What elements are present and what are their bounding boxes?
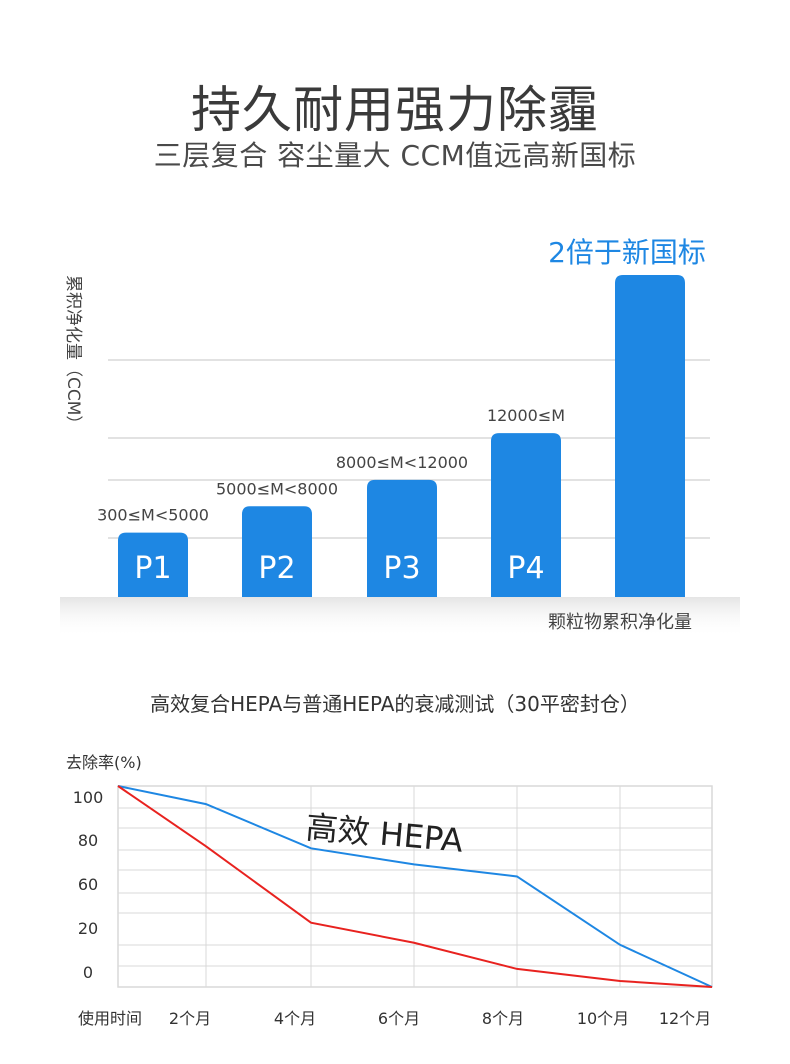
line-y-label: 去除率(%) [66,753,142,772]
line-y-tick: 80 [78,831,98,850]
bar-category-label: P2 [258,551,295,586]
line-y-tick: 100 [73,788,104,807]
line-series-efficient-hepa [117,785,713,988]
line-plot-frame [117,785,713,988]
line-series-standard-hepa [117,785,713,988]
bar-range-label: 5000≤M<8000 [216,479,338,498]
bar-range-label: 12000≤M [487,406,565,425]
bar-category-label: P4 [507,551,544,586]
page-title: 持久耐用强力除霾 [191,81,599,139]
bar-highlight-label: 2倍于新国标 [548,236,706,269]
line-y-tick: 0 [83,963,93,982]
bar-floor-shadow [60,597,740,637]
line-x-tick: 6个月 [378,1009,420,1028]
bar-y-label: 累积净化量（CCM） [63,275,83,432]
bar-standard [615,275,685,597]
line-y-tick: 60 [78,875,98,894]
line-x-label: 使用时间 [78,1009,142,1028]
bar-x-label: 颗粒物累积净化量 [548,612,692,633]
line-x-tick: 8个月 [482,1009,524,1028]
bar-category-label: P1 [134,551,171,586]
bar-range-label: 8000≤M<12000 [336,453,468,472]
bar-category-label: P3 [383,551,420,586]
bar-P3 [367,479,437,597]
page-subtitle: 三层复合 容尘量大 CCM值远高新国标 [153,139,637,172]
line-chart-title: 高效复合HEPA与普通HEPA的衰减测试（30平密封仓） [150,692,640,716]
line-x-tick: 4个月 [274,1009,316,1028]
bar-P1 [118,532,188,597]
line-x-tick: 2个月 [169,1009,211,1028]
bar-P4 [491,433,561,597]
line-y-tick: 20 [78,919,98,938]
line-x-tick: 12个月 [659,1009,711,1028]
bar-P2 [242,506,312,597]
line-x-tick: 10个月 [577,1009,629,1028]
bar-range-label: 300≤M<5000 [97,506,209,525]
